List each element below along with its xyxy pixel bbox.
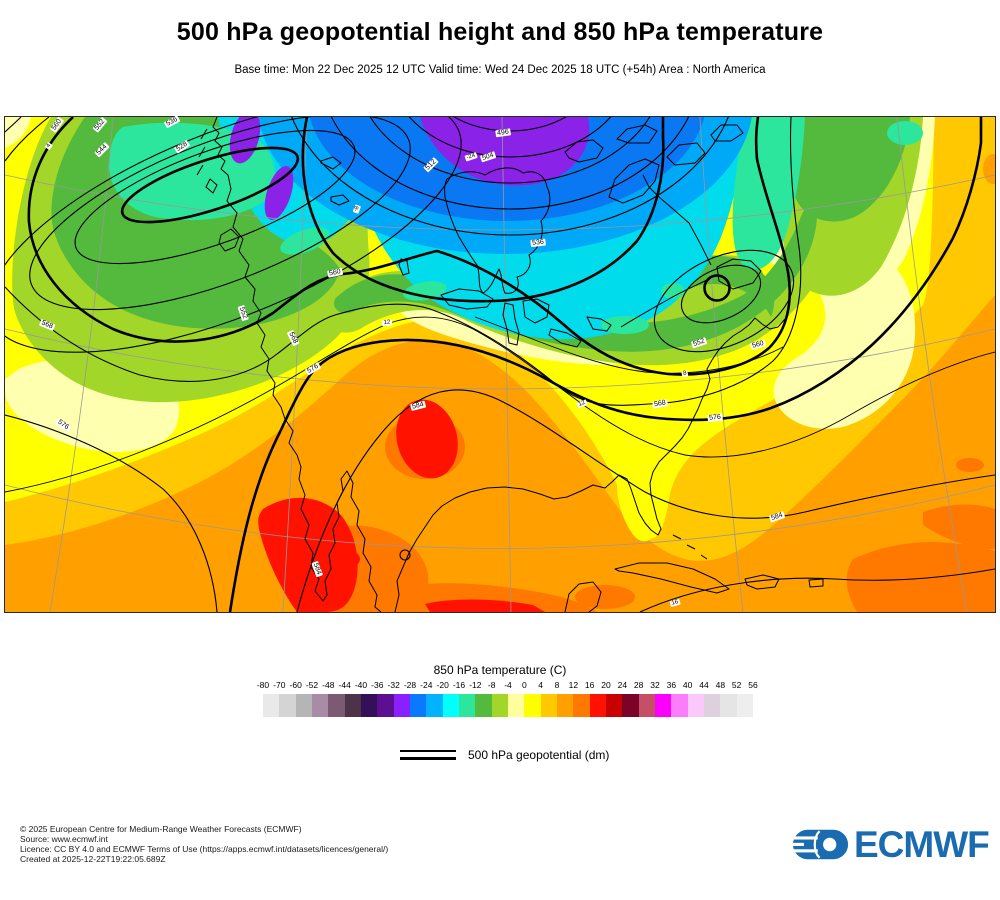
weather-map-canvas: [5, 117, 995, 612]
colorbar-swatch: [524, 694, 541, 717]
colorbar-tick: -36: [371, 680, 384, 690]
colorbar-swatch: [491, 694, 508, 717]
colorbar-swatch: [622, 694, 639, 717]
page-subtitle: Base time: Mon 22 Dec 2025 12 UTC Valid …: [234, 64, 766, 76]
colorbar-tick: 0: [521, 680, 527, 690]
colorbar-tick: 8: [554, 680, 560, 690]
colorbar-swatch: [328, 694, 345, 717]
colorbar-swatch: [263, 694, 280, 717]
colorbar-tick: 4: [538, 680, 544, 690]
colorbar-tick: 36: [666, 680, 677, 690]
footer-line: © 2025 European Centre for Medium-Range …: [20, 824, 302, 834]
footer-attribution: © 2025 European Centre for Medium-Range …: [20, 824, 388, 864]
colorbar-tick: -24: [420, 680, 433, 690]
colorbar-title: 850 hPa temperature (C): [433, 663, 567, 677]
colorbar-swatch: [589, 694, 606, 717]
colorbar-swatch: [393, 694, 410, 717]
colorbar-tick: -20: [436, 680, 449, 690]
colorbar-swatch: [703, 694, 721, 717]
colorbar-swatch: [687, 694, 704, 717]
colorbar-tick: 32: [650, 680, 660, 690]
colorbar-tick: 20: [601, 680, 611, 690]
temperature-fill-layer: [5, 117, 995, 612]
ecmwf-logo: ECMWF: [792, 824, 990, 865]
colorbar-swatch: [605, 694, 623, 717]
colorbar-tick: 24: [617, 680, 628, 690]
contour-line-sample-icon: [400, 750, 456, 760]
colorbar-tick: 40: [682, 680, 693, 690]
footer-line: Licence: CC BY 4.0 and ECMWF Terms of Us…: [20, 844, 389, 855]
colorbar-tick: -8: [487, 680, 496, 690]
colorbar-tick: -44: [338, 680, 351, 690]
colorbar-swatch: [295, 694, 312, 717]
colorbar-tick: -12: [469, 680, 482, 690]
colorbar-tick: -80: [256, 680, 270, 690]
colorbar-swatches: [263, 694, 753, 717]
colorbar-swatch: [540, 694, 557, 717]
colorbar-tick: -32: [387, 680, 400, 690]
colorbar-tick: -28: [403, 680, 417, 690]
colorbar-tick: -52: [305, 680, 319, 690]
footer-line: Source: www.ecmwf.int: [20, 834, 108, 845]
colorbar-tick: -48: [322, 680, 335, 690]
colorbar-tick: -4: [504, 680, 512, 690]
geopotential-legend-label: 500 hPa geopotential (dm): [468, 748, 610, 762]
colorbar-ticks: -80 -70 -60 -52 -48 -44 -40 -36 -32 -28 -24 -20 -16-…: [257, 680, 758, 691]
colorbar-swatch: [507, 694, 525, 717]
colorbar-tick: 56: [748, 680, 758, 690]
colorbar-swatch: [426, 694, 443, 717]
weather-map: 560 552 544 536 528 4 552 568 560 576 584 496 504 512…: [5, 115, 995, 612]
footer-line: Created at 2025-12-22T19:22:05.689Z: [20, 854, 166, 865]
colorbar-tick: 44: [699, 680, 709, 690]
temperature-colorbar: -80 -70 -60 -52 -48 -44 -40 -36 -32 -28 -24 -20 -16-…: [257, 680, 758, 717]
colorbar-swatch: [720, 694, 737, 717]
colorbar-swatch: [344, 694, 361, 717]
colorbar-tick: 12: [568, 680, 579, 690]
colorbar-swatch: [360, 694, 378, 717]
colorbar-tick: -40: [354, 680, 368, 690]
colorbar-swatch: [671, 694, 688, 717]
colorbar-swatch: [475, 694, 492, 717]
colorbar-tick: 28: [633, 680, 644, 690]
colorbar-swatch: [458, 694, 476, 717]
page-title: 500 hPa geopotential height and 850 hPa …: [176, 18, 824, 46]
colorbar-swatch: [736, 694, 753, 717]
ecmwf-logo-text: ECMWF: [854, 824, 990, 865]
colorbar-tick: 52: [731, 680, 742, 690]
colorbar-tick: 16: [584, 680, 595, 690]
colorbar-swatch: [311, 694, 329, 717]
colorbar-tick: -60: [289, 680, 302, 690]
colorbar-swatch: [279, 694, 296, 717]
colorbar-swatch: [409, 694, 427, 717]
geopotential-legend: 500 hPa geopotential (dm): [400, 744, 609, 766]
colorbar-swatch: [638, 694, 655, 717]
colorbar-tick: -70: [273, 680, 286, 690]
colorbar-tick: -16: [452, 680, 466, 690]
graticule-layer: [5, 117, 995, 612]
colorbar-swatch: [556, 694, 574, 717]
colorbar-swatch: [573, 694, 590, 717]
colorbar-swatch: [654, 694, 672, 717]
colorbar-swatch: [442, 694, 459, 717]
geopotential-contours: [5, 117, 995, 612]
colorbar-swatch: [377, 694, 394, 717]
ecmwf-logo-icon: [792, 829, 849, 860]
colorbar-tick: 48: [715, 680, 726, 690]
